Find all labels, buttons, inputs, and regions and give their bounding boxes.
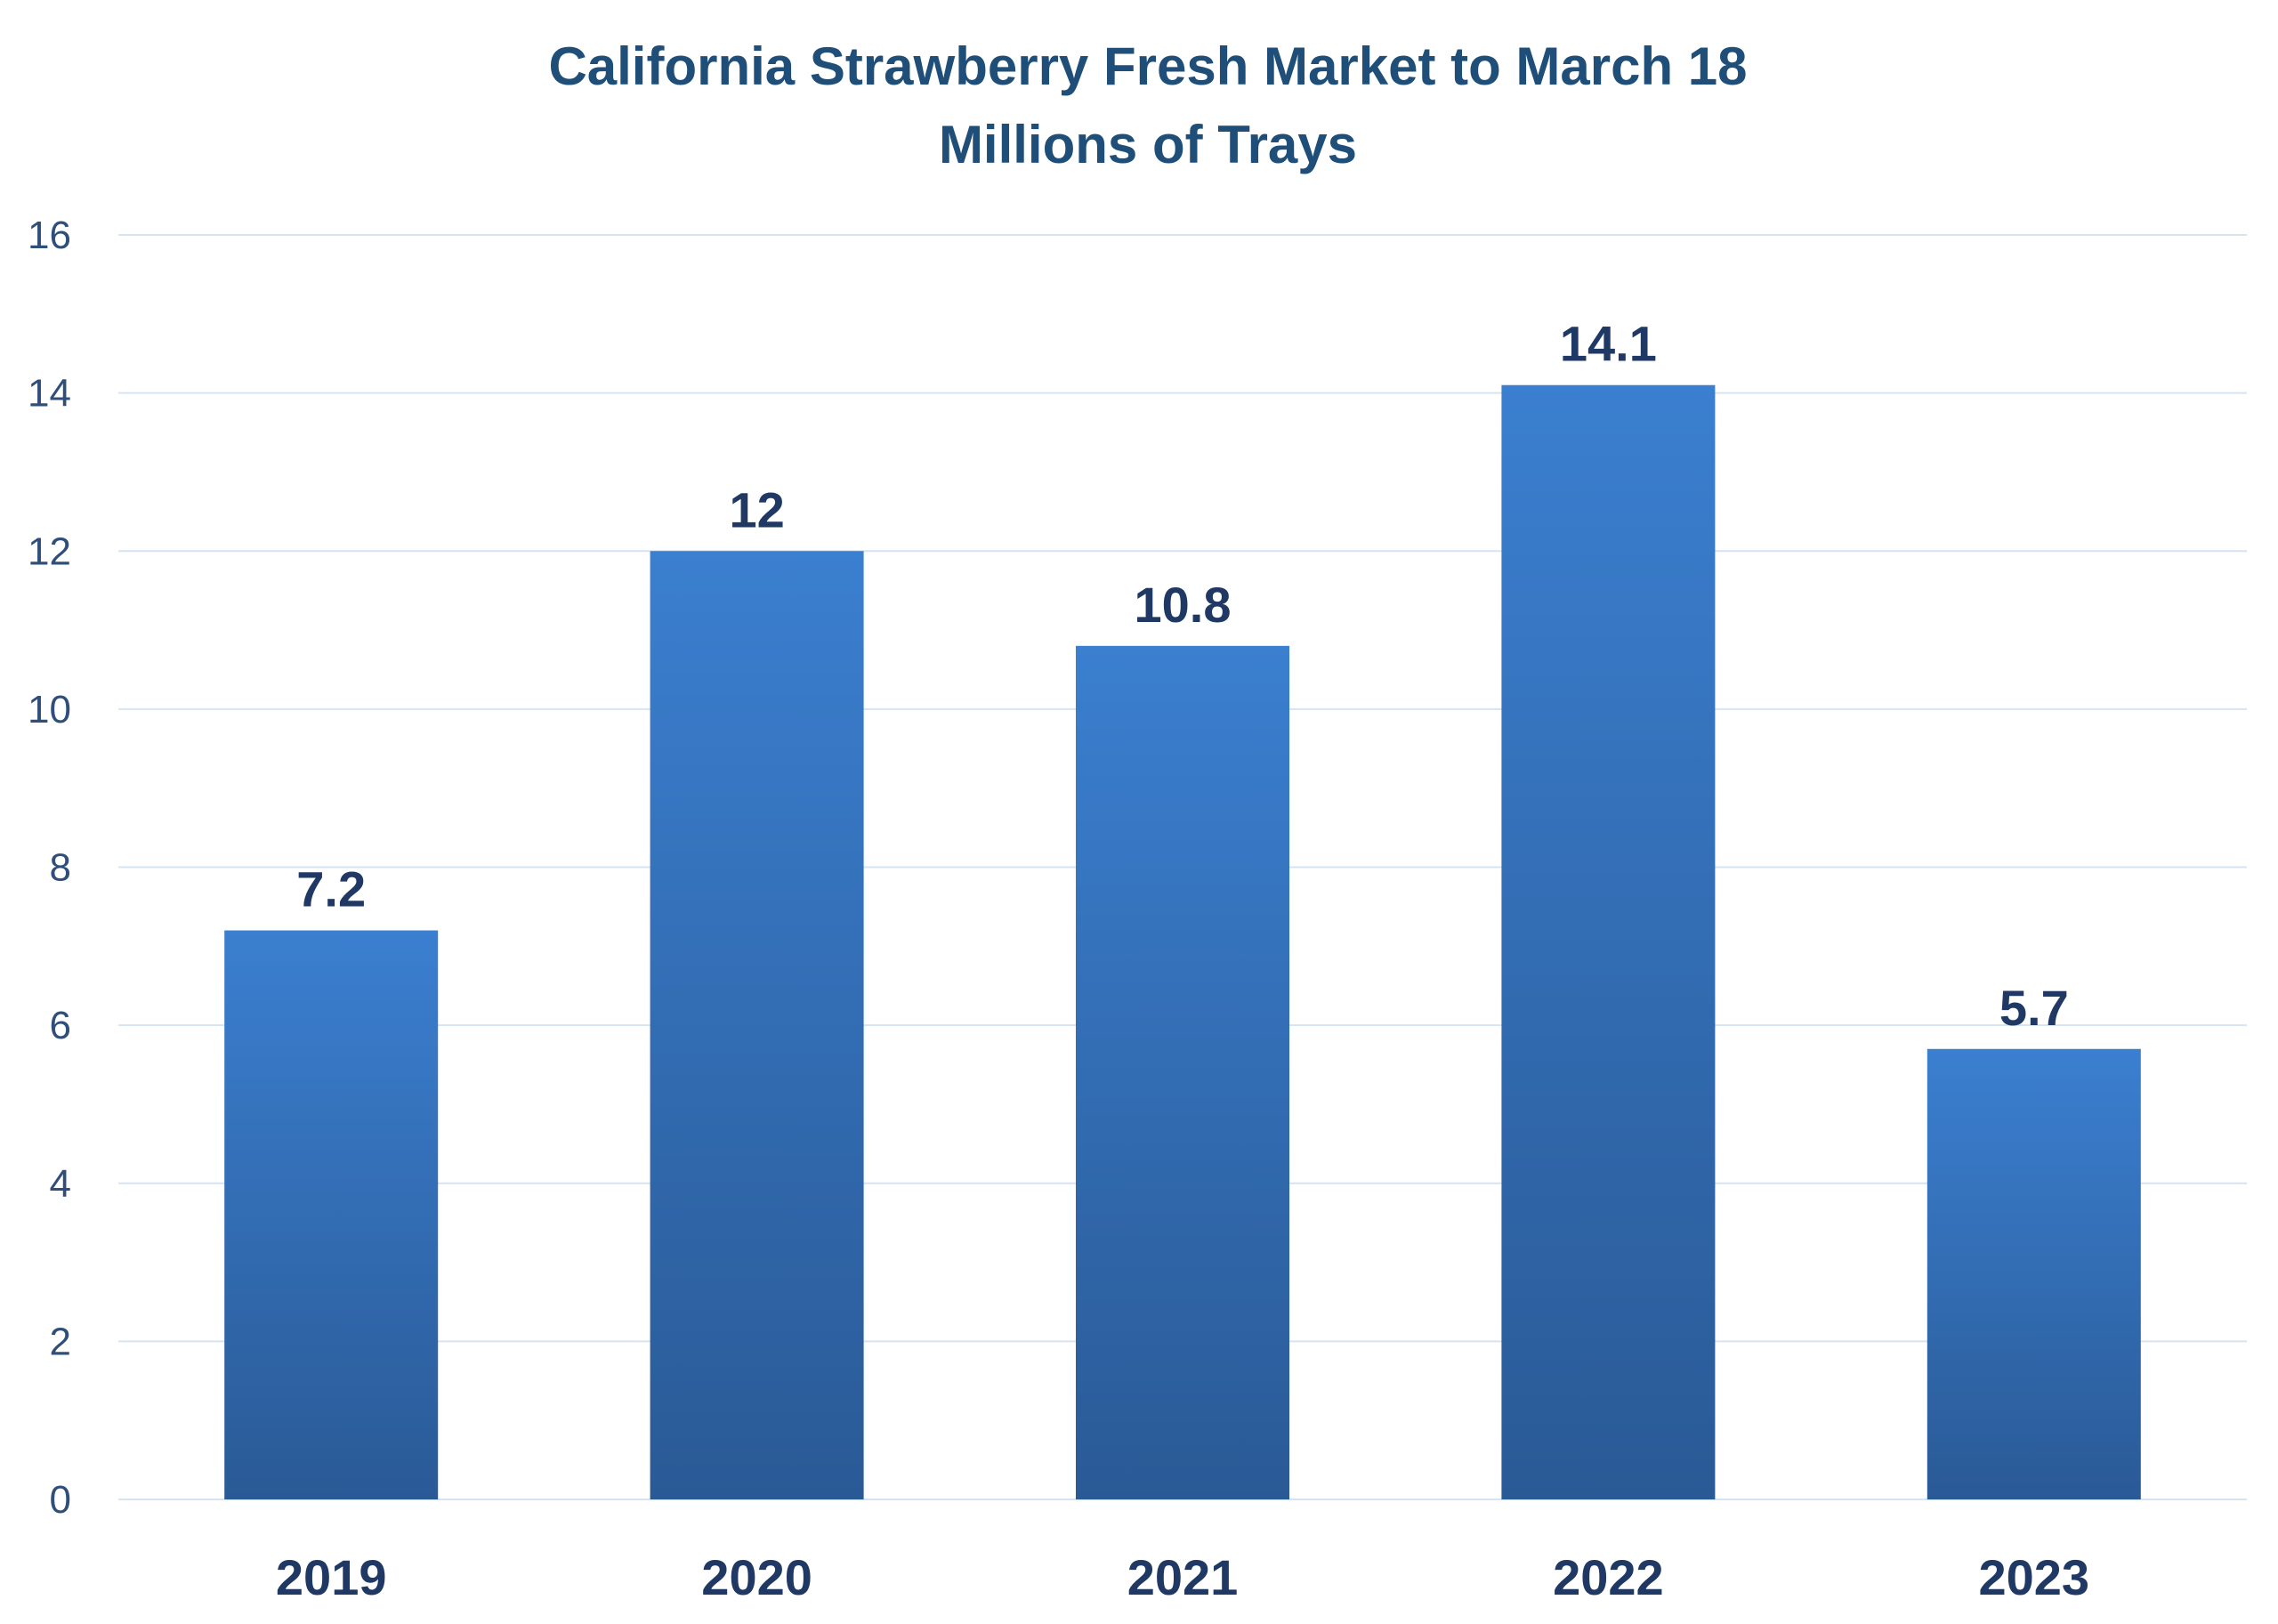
y-tick-label: 2	[50, 1320, 71, 1363]
data-labels: 7.2 12 10.8 14.1 5.7	[296, 316, 2068, 1036]
y-tick-label: 8	[50, 846, 71, 890]
chart-title: California Strawberry Fresh Market to Ma…	[548, 36, 1747, 96]
y-tick-label: 16	[28, 214, 71, 257]
bar-2020	[650, 551, 864, 1499]
y-tick-label: 0	[50, 1478, 71, 1522]
x-axis-ticks: 2019 2020 2021 2022 2023	[276, 1549, 2089, 1605]
x-tick-label-2020: 2020	[701, 1549, 812, 1605]
chart-subtitle: Millions of Trays	[939, 115, 1357, 174]
bars	[224, 384, 2141, 1499]
y-tick-label: 4	[50, 1162, 71, 1206]
data-label-2019: 7.2	[296, 861, 366, 917]
y-tick-label: 6	[50, 1004, 71, 1047]
y-axis-ticks: 0 2 4 6 8 10 12 14 16	[28, 214, 71, 1522]
x-tick-label-2019: 2019	[276, 1549, 387, 1605]
y-tick-label: 10	[28, 688, 71, 731]
y-tick-label: 14	[28, 372, 71, 416]
bar-2019	[224, 930, 439, 1499]
bar-2022	[1501, 384, 1716, 1499]
data-label-2020: 12	[729, 481, 784, 537]
bar-2023	[1927, 1048, 2141, 1499]
x-tick-label-2021: 2021	[1127, 1549, 1239, 1605]
y-tick-label: 12	[28, 529, 71, 573]
bar-2021	[1076, 645, 1289, 1499]
data-label-2022: 14.1	[1560, 316, 1657, 372]
x-tick-label-2023: 2023	[1979, 1549, 2090, 1605]
data-label-2021: 10.8	[1135, 577, 1232, 633]
x-tick-label-2022: 2022	[1553, 1549, 1664, 1605]
data-label-2023: 5.7	[1999, 980, 2069, 1036]
